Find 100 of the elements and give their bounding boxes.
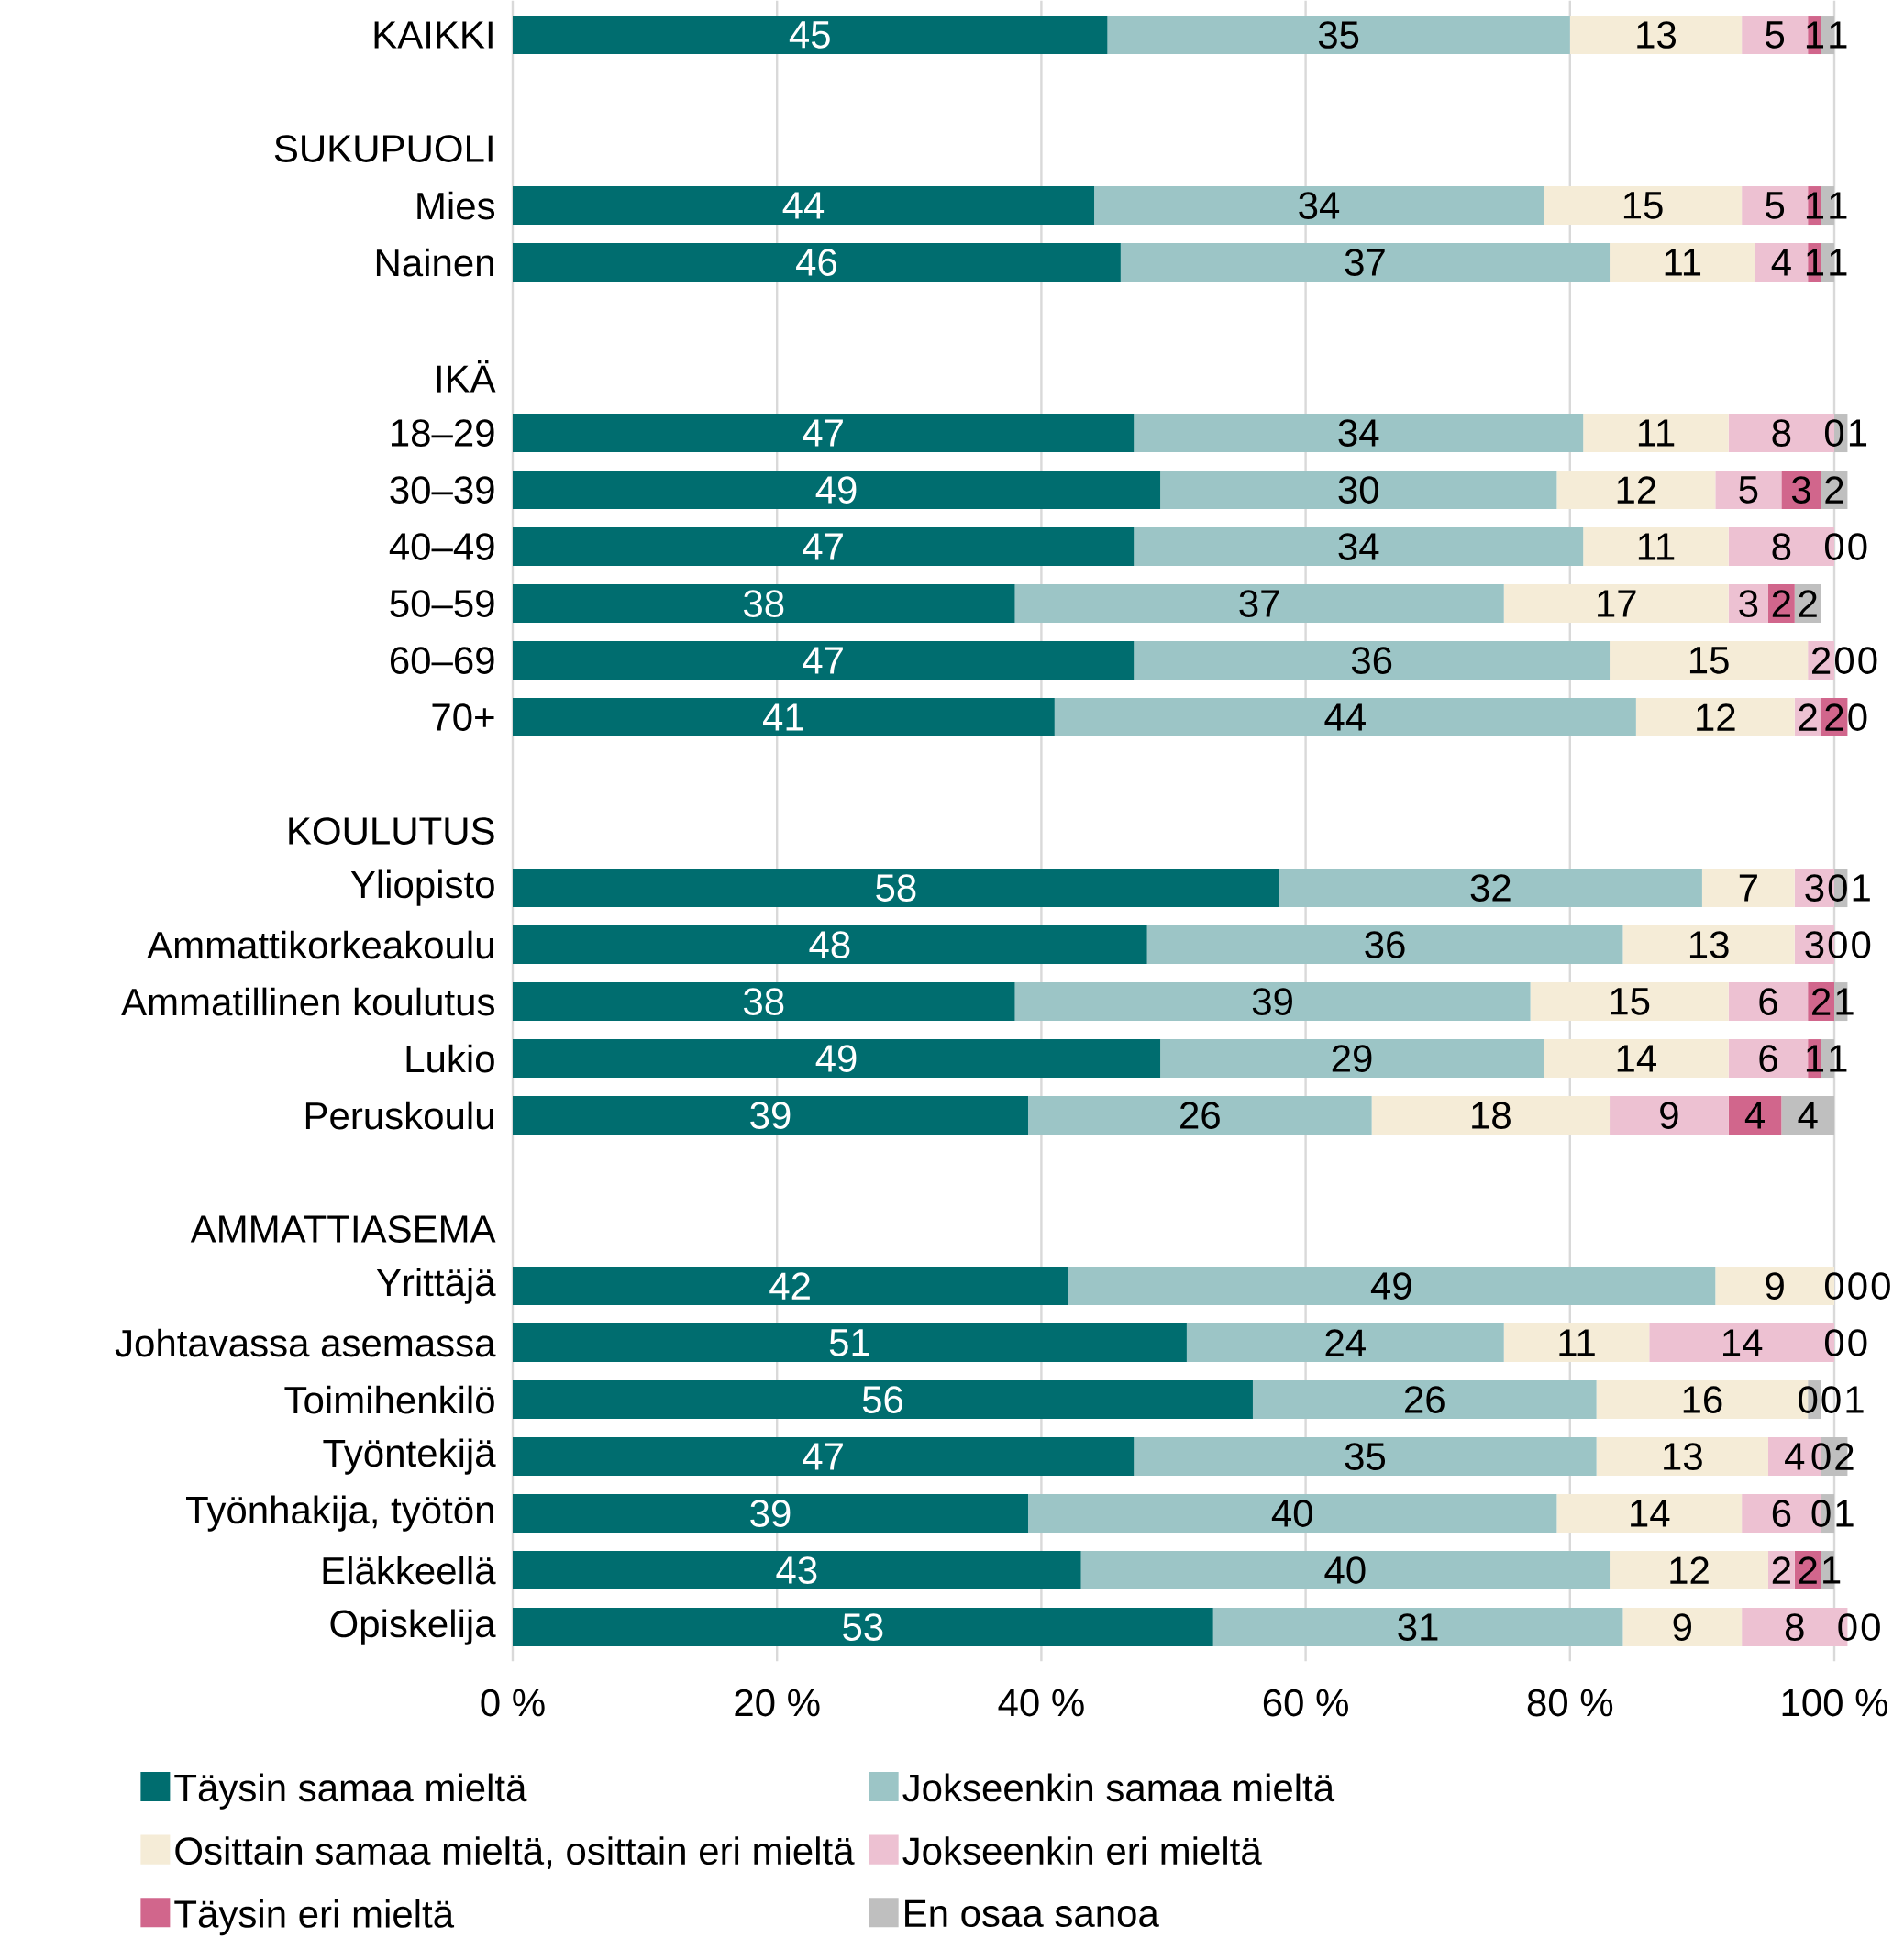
data-label: 0 xyxy=(1824,1329,1844,1356)
data-label: 9 xyxy=(1660,1102,1678,1129)
data-label: 1 xyxy=(1836,1500,1854,1527)
data-label: 4 xyxy=(1771,249,1791,276)
data-label: 34 xyxy=(1338,533,1379,560)
data-label: 2 xyxy=(1812,647,1831,674)
y-tick-label: Johtavassa asemassa xyxy=(115,1328,496,1357)
data-label: 49 xyxy=(1370,1272,1411,1300)
data-label: 1 xyxy=(1823,1556,1841,1584)
data-label: 0 xyxy=(1848,533,1867,560)
data-label: 43 xyxy=(776,1556,817,1584)
data-label: 5 xyxy=(1739,476,1758,504)
bar xyxy=(1068,1267,1716,1306)
data-label: 1 xyxy=(1806,249,1824,276)
data-label: 39 xyxy=(750,1102,791,1129)
y-tick-label: Ammatillinen koulutus xyxy=(121,987,494,1016)
data-label: 3 xyxy=(1805,931,1824,958)
bar xyxy=(1080,1551,1611,1590)
bar xyxy=(1503,584,1729,624)
y-tick-label: Lukio xyxy=(406,1044,494,1073)
data-label: 8 xyxy=(1785,1613,1804,1641)
data-label: 0 xyxy=(1838,1613,1857,1641)
data-label: 9 xyxy=(1673,1613,1691,1641)
data-label: 1 xyxy=(1830,192,1847,219)
x-tick-label: 20 % xyxy=(735,1689,820,1717)
bar xyxy=(513,1267,1068,1306)
data-label: 51 xyxy=(829,1329,869,1356)
data-label: 2 xyxy=(1772,1556,1790,1584)
data-label: 13 xyxy=(1664,1443,1702,1470)
data-label: 39 xyxy=(750,1500,791,1527)
bar xyxy=(1622,925,1795,965)
bar xyxy=(1094,186,1544,226)
bar xyxy=(1503,1323,1650,1363)
data-label: 8 xyxy=(1772,533,1791,560)
data-label: 35 xyxy=(1345,1443,1386,1470)
data-label: 2 xyxy=(1812,988,1831,1015)
data-label: 31 xyxy=(1398,1613,1438,1641)
bar xyxy=(513,471,1161,510)
data-label: 56 xyxy=(862,1386,902,1413)
bar xyxy=(513,584,1015,624)
data-label: 0 xyxy=(1824,533,1844,560)
x-tick-label: 40 % xyxy=(998,1689,1084,1717)
data-label: 47 xyxy=(803,1443,843,1470)
y-tick-label: 50–59 xyxy=(390,590,494,617)
data-label: 5 xyxy=(1766,192,1785,219)
y-tick-label: KOULUTUS xyxy=(289,817,494,845)
bar xyxy=(513,186,1095,226)
data-label: 12 xyxy=(1670,1556,1709,1584)
y-tick-label: Yliopisto xyxy=(350,869,494,906)
data-label: 0 xyxy=(1799,1386,1818,1413)
legend-label: En osaa sanoa xyxy=(905,1899,1159,1928)
data-label: 2 xyxy=(1835,1443,1854,1470)
data-label: 11 xyxy=(1559,1329,1595,1356)
bar xyxy=(513,1323,1187,1363)
data-label: 37 xyxy=(1239,590,1279,617)
data-label: 36 xyxy=(1365,931,1405,958)
y-tick-label: 30–39 xyxy=(390,476,494,504)
data-label: 38 xyxy=(744,590,784,617)
data-label: 2 xyxy=(1825,703,1843,731)
bar xyxy=(1728,1096,1782,1135)
bar xyxy=(1014,982,1531,1022)
data-label: 1 xyxy=(1830,249,1847,276)
data-label: 1 xyxy=(1806,192,1824,219)
data-label: 0 xyxy=(1848,1272,1867,1300)
y-tick-label: Työnhakija, työtön xyxy=(186,1495,493,1532)
bar xyxy=(513,641,1135,681)
data-label: 53 xyxy=(843,1613,883,1641)
data-label: 4 xyxy=(1798,1102,1818,1129)
data-label: 45 xyxy=(789,21,830,49)
data-label: 26 xyxy=(1180,1102,1220,1129)
data-label: 2 xyxy=(1825,476,1843,504)
bar xyxy=(513,1437,1135,1477)
data-label: 12 xyxy=(1697,703,1735,731)
data-label: 14 xyxy=(1617,1045,1656,1072)
y-tick-label: Toimihenkilö xyxy=(284,1385,494,1414)
bar xyxy=(1543,186,1743,226)
bar xyxy=(1569,16,1743,55)
data-label: 11 xyxy=(1638,419,1675,447)
bar xyxy=(513,1494,1028,1534)
bar xyxy=(1610,641,1809,681)
bar xyxy=(1027,1096,1372,1135)
y-tick-label: Peruskoulu xyxy=(305,1101,493,1130)
data-label: 29 xyxy=(1332,1045,1372,1072)
data-label: 4 xyxy=(1785,1443,1805,1470)
data-label: 1 xyxy=(1830,1045,1847,1072)
data-label: 49 xyxy=(815,476,857,504)
data-label: 24 xyxy=(1325,1329,1366,1356)
x-tick-label: 0 % xyxy=(481,1689,545,1717)
data-label: 1 xyxy=(1806,21,1824,49)
data-label: 37 xyxy=(1345,249,1385,276)
data-label: 0 xyxy=(1811,1500,1831,1527)
y-tick-label: 70+ xyxy=(432,703,494,731)
data-label: 14 xyxy=(1631,1500,1670,1527)
bar xyxy=(1635,698,1795,737)
data-label: 1 xyxy=(1853,874,1870,902)
y-tick-label: KAIKKI xyxy=(374,21,493,49)
bar xyxy=(513,414,1135,453)
data-label: 0 xyxy=(1871,1272,1890,1300)
data-label: 0 xyxy=(1852,931,1871,958)
data-label: 36 xyxy=(1351,647,1392,674)
